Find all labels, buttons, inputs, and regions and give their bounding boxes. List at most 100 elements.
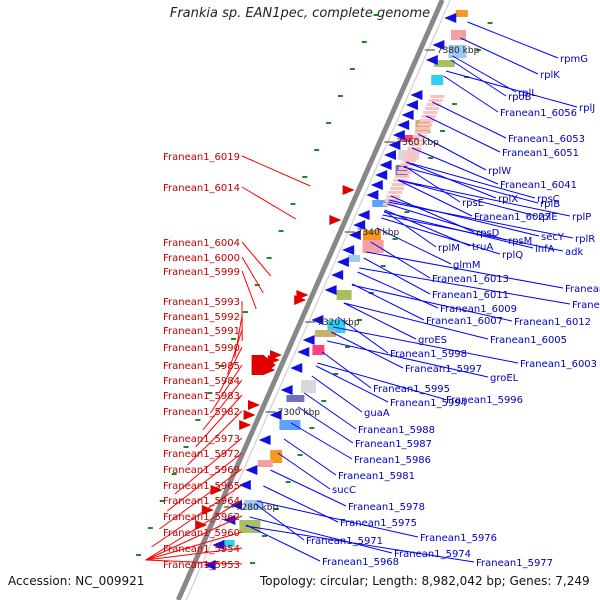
forward-gene-arrow xyxy=(210,485,223,495)
left-leader-line xyxy=(234,315,243,359)
right-gene-label: Franean1_6012 xyxy=(514,317,591,328)
right-leader-line xyxy=(315,365,389,403)
right-leader-line xyxy=(327,340,489,378)
rna-block xyxy=(391,183,406,186)
reverse-gene-arrow xyxy=(290,363,303,373)
left-leader-line xyxy=(167,452,243,512)
reverse-gene-arrow xyxy=(238,480,251,490)
forward-gene-large xyxy=(251,355,276,375)
right-leader-line xyxy=(389,199,540,237)
right-leader-line xyxy=(322,351,372,389)
right-leader-line xyxy=(363,257,431,295)
feature-blocks xyxy=(222,10,468,547)
right-gene-label: rplQ xyxy=(502,250,523,261)
rna-block xyxy=(405,151,420,154)
right-leader-line xyxy=(359,267,571,305)
backbone-line xyxy=(175,0,445,600)
rna-block xyxy=(386,195,401,198)
feature-block xyxy=(257,460,273,467)
reverse-gene-arrow xyxy=(302,335,315,345)
rna-block xyxy=(400,163,415,166)
feature-block xyxy=(455,10,468,17)
right-gene-label: rplX xyxy=(498,194,518,205)
left-leader-line xyxy=(218,346,243,394)
right-gene-label: rpmG xyxy=(560,54,588,65)
reverse-gene-arrow xyxy=(331,270,344,280)
reverse-gene-arrow xyxy=(311,315,324,325)
reverse-gene-arrow xyxy=(245,465,258,475)
right-gene-label: Franean1_6041 xyxy=(500,180,577,191)
right-gene-label: guaA xyxy=(364,408,390,419)
feature-block xyxy=(270,450,283,463)
right-gene-label: Franean1_5975 xyxy=(340,518,417,529)
right-gene-label: rpsE xyxy=(462,198,484,209)
right-leader-line xyxy=(370,241,431,279)
rna-block xyxy=(389,187,404,190)
right-leader-line xyxy=(317,362,445,400)
left-gene-label: Franean1_5953 xyxy=(163,560,240,571)
right-gene-label: rplP xyxy=(572,212,591,223)
left-leader-line xyxy=(151,484,243,548)
left-gene-label: Franean1_5992 xyxy=(163,312,240,323)
reverse-gene-arrow xyxy=(366,190,379,200)
right-leader-line xyxy=(303,392,357,430)
rna-block xyxy=(421,115,436,118)
right-gene-label: Franean1_5986 xyxy=(354,455,431,466)
feature-block xyxy=(222,540,235,547)
reverse-gene-arrow xyxy=(258,435,271,445)
rna-block xyxy=(418,123,433,126)
right-leader-line xyxy=(397,179,473,217)
label-leaders xyxy=(145,21,578,565)
reverse-gene-arrow xyxy=(410,90,423,100)
feature-block xyxy=(312,345,325,355)
genome-backbone xyxy=(175,0,451,600)
right-gene-label: rplM xyxy=(438,243,460,254)
right-leader-line xyxy=(352,283,425,321)
right-leader-line xyxy=(333,326,519,364)
right-leader-line xyxy=(283,438,337,476)
right-gene-label: Franean1_6009 xyxy=(440,304,517,315)
right-leader-line xyxy=(450,59,507,97)
right-gene-label: truA xyxy=(472,242,493,253)
right-leader-line xyxy=(297,406,354,444)
right-gene-label: Franean1_6056 xyxy=(500,108,577,119)
rna-block xyxy=(412,135,427,138)
right-gene-label: Franean1_5995 xyxy=(373,384,450,395)
right-gene-label: Franean1_5968 xyxy=(322,557,399,568)
scale-label: 7340 kbp xyxy=(357,228,400,238)
scale-labels: 7380 kbp 7360 kbp 7340 kbp 7320 kbp 7300 kbp… xyxy=(223,46,480,513)
rna-block xyxy=(411,139,426,142)
rna-block xyxy=(398,167,413,170)
left-gene-label: Franean1_6004 xyxy=(163,238,240,249)
right-gene-label: Franean1_6003 xyxy=(520,359,597,370)
right-leader-line xyxy=(418,133,487,171)
right-leader-line xyxy=(467,21,559,59)
right-leader-line xyxy=(403,165,461,203)
right-leader-line xyxy=(381,217,501,255)
left-leader-line xyxy=(202,379,243,431)
left-gene-label: Franean1_5969 xyxy=(163,465,240,476)
left-leader-line xyxy=(145,515,243,561)
right-gene-label: Franean1_6015 xyxy=(572,300,600,311)
right-leader-line xyxy=(443,75,499,113)
forward-gene-arrow xyxy=(248,400,260,410)
inner-guide-line xyxy=(185,0,451,600)
reverse-gene-arrow xyxy=(392,130,405,140)
left-leader-line xyxy=(145,559,243,565)
reverse-gene-arrow xyxy=(297,347,310,357)
left-leader-line xyxy=(145,531,243,561)
right-gene-label: Franean1_5988 xyxy=(358,425,435,436)
right-gene-label: rplW xyxy=(488,166,511,177)
right-leader-line xyxy=(387,203,507,241)
feature-block xyxy=(336,290,352,300)
feature-block xyxy=(363,230,381,240)
feature-block xyxy=(451,30,466,40)
right-gene-label: rpoB xyxy=(508,92,532,103)
reverse-gene-arrow xyxy=(280,385,293,395)
rna-block xyxy=(426,103,441,106)
right-leader-line xyxy=(411,147,499,185)
rna-block xyxy=(428,99,443,102)
left-gene-label: Franean1_6014 xyxy=(163,183,240,194)
